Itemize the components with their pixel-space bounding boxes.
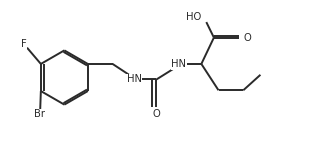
Text: Br: Br [34, 109, 45, 119]
Text: HN: HN [171, 59, 186, 69]
Text: F: F [21, 39, 27, 49]
Text: HN: HN [126, 74, 142, 84]
Text: HO: HO [186, 12, 201, 22]
Text: O: O [244, 33, 252, 43]
Text: O: O [152, 109, 160, 119]
